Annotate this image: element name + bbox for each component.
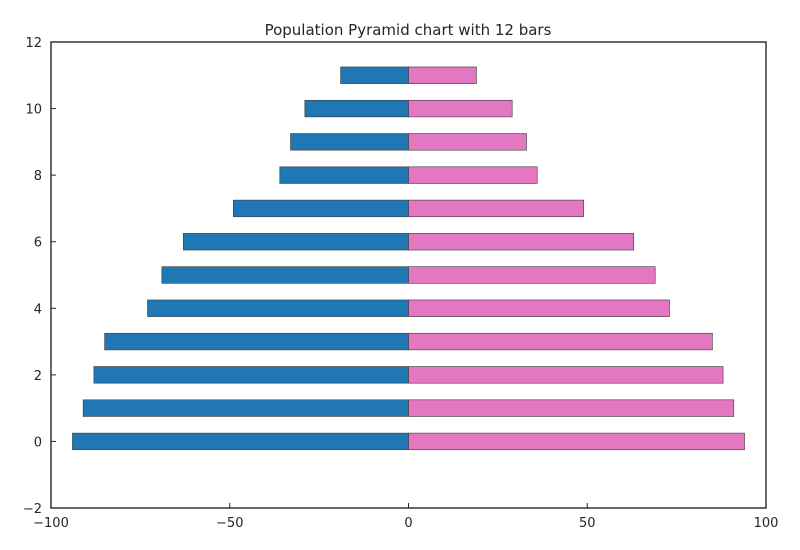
bar-series-1-row-0 [408, 432, 745, 451]
bar-series-1-row-8 [408, 166, 538, 184]
bar-series-1-row-5 [408, 266, 656, 284]
y-tick-label: 6 [34, 236, 42, 251]
bar-series-1-row-3 [408, 332, 713, 351]
bar-series-0-row-8 [279, 166, 409, 184]
plot-frame [50, 41, 767, 509]
bar-series-1-row-2 [408, 366, 724, 384]
bar-series-0-row-11 [340, 66, 409, 84]
y-tick-label: −2 [23, 502, 42, 517]
x-tick-label: 100 [754, 516, 779, 531]
y-tick-label: 8 [34, 169, 42, 184]
bar-series-1-row-6 [408, 233, 635, 251]
bar-series-0-row-9 [290, 133, 409, 151]
bar-series-0-row-7 [233, 199, 409, 218]
bar-series-0-row-6 [182, 233, 409, 251]
bar-series-0-row-10 [304, 99, 409, 118]
y-tick-label: 0 [34, 435, 42, 450]
y-tick-label: 4 [34, 302, 42, 317]
x-tick-label: −100 [33, 516, 69, 531]
bar-series-0-row-2 [93, 366, 409, 384]
x-tick-label: 50 [579, 516, 596, 531]
y-tick-label: 2 [34, 369, 42, 384]
bar-series-0-row-3 [104, 332, 409, 351]
chart-title: Population Pyramid chart with 12 bars [265, 21, 552, 39]
bar-series-0-row-4 [147, 299, 409, 317]
x-tick-label: −50 [216, 516, 243, 531]
bars-group [72, 66, 745, 451]
bar-series-1-row-4 [408, 299, 670, 317]
bar-series-1-row-11 [408, 66, 477, 84]
x-tick-label: 0 [404, 516, 412, 531]
y-tick-label: 10 [25, 103, 42, 118]
y-tick-label: 12 [25, 36, 42, 51]
bar-series-1-row-1 [408, 399, 735, 417]
bar-series-1-row-7 [408, 199, 584, 218]
bar-series-0-row-1 [82, 399, 409, 417]
bar-series-0-row-5 [161, 266, 409, 284]
bar-series-0-row-0 [72, 432, 409, 451]
bar-series-1-row-9 [408, 133, 527, 151]
bar-series-1-row-10 [408, 99, 513, 118]
